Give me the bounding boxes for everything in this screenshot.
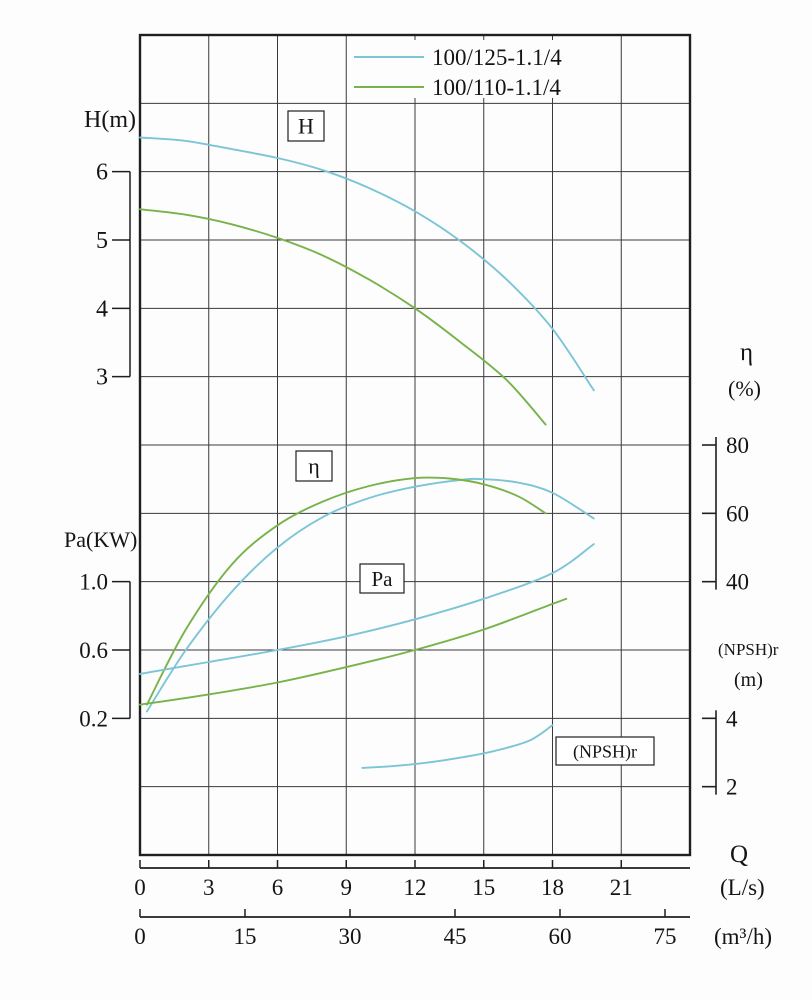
axis-x-m3h: 0 15 30 45 60 75 xyxy=(134,909,690,949)
axis-eta: η (%) 80 60 40 xyxy=(702,339,761,595)
axis-x-unit-primary: (L/s) xyxy=(720,875,765,900)
axis-npsh: (NPSH)r (m) 4 2 xyxy=(702,640,779,800)
axis-x-ls-tick-label: 3 xyxy=(203,875,215,900)
axis-x-ls-tick-label: 21 xyxy=(610,875,633,900)
curve-pa-100-110-1-1-4 xyxy=(139,597,568,706)
curve-label-box xyxy=(359,563,405,594)
axis-H-tick-label: 5 xyxy=(96,228,108,254)
axis-H-tick-label: 4 xyxy=(96,296,108,322)
curve-labels: Hη Pa (NPSH)r xyxy=(287,110,655,766)
axis-x-title: Q xyxy=(730,841,748,868)
axis-Pa-tick-label: 0.6 xyxy=(79,638,108,663)
axis-Pa-tick-label: 0.2 xyxy=(79,706,108,731)
axis-eta-tick-label: 80 xyxy=(726,433,749,458)
axis-npsh-unit: (m) xyxy=(734,669,763,691)
curve-eta-100-125-1-1-4 xyxy=(145,477,595,713)
axis-npsh-tick-label: 2 xyxy=(726,775,738,800)
curve-eta-100-110-1-1-4 xyxy=(145,476,547,706)
legend-label: 100/110-1.1/4 xyxy=(432,75,561,100)
axis-x-ls-tick-label: 9 xyxy=(341,875,353,900)
legend-bg xyxy=(347,40,575,98)
axis-Pa-tick-label: 1.0 xyxy=(79,570,108,595)
axis-H: H(m) 6 5 4 3 xyxy=(84,107,136,391)
axis-H-title: H(m) xyxy=(84,107,136,133)
axis-eta-title: η xyxy=(740,339,753,366)
axis-x-ls-tick-label: 18 xyxy=(541,875,564,900)
axis-x-m3h-tick-label: 75 xyxy=(654,924,677,949)
curve-label-text: Pa xyxy=(372,567,394,591)
curve-pa-100-125-1-1-4 xyxy=(139,543,595,675)
axis-x-m3h-tick-label: 0 xyxy=(134,924,146,949)
curve-label-box xyxy=(295,450,333,482)
axis-Pa-title: Pa(KW) xyxy=(64,527,137,552)
axis-eta-tick-label: 60 xyxy=(726,501,749,526)
axis-eta-unit: (%) xyxy=(728,376,761,401)
axis-x-titles: Q (L/s) (m³/h) xyxy=(714,841,772,949)
axis-x-m3h-tick-label: 30 xyxy=(339,924,362,949)
axis-H-tick-label: 3 xyxy=(96,365,108,391)
legend: 100/125-1.1/4 100/110-1.1/4 xyxy=(347,40,575,100)
curve-h-100-125-1-1-4 xyxy=(139,136,595,392)
plot-border xyxy=(138,33,692,857)
curve-npshr-100-125-1-1-4 xyxy=(361,724,554,769)
axis-x-ls-tick-label: 6 xyxy=(272,875,284,900)
axis-Pa: Pa(KW) 1.0 0.6 0.2 xyxy=(64,527,137,731)
curves xyxy=(139,136,595,769)
axis-x-ls: 0 3 6 9 12 15 18 21 xyxy=(134,860,690,900)
curve-label-text: (NPSH)r xyxy=(573,741,637,762)
curve-label-text: η xyxy=(308,454,320,479)
curve-label-box xyxy=(555,736,655,766)
axis-x-ls-tick-label: 15 xyxy=(472,875,495,900)
axis-eta-tick-label: 40 xyxy=(726,570,749,595)
axis-x-m3h-tick-label: 15 xyxy=(234,924,257,949)
axis-x-ls-tick-label: 0 xyxy=(134,875,146,900)
axis-x-ls-tick-label: 12 xyxy=(404,875,427,900)
curve-label-text: H xyxy=(298,114,314,139)
axis-npsh-tick-label: 4 xyxy=(726,706,738,731)
legend-label: 100/125-1.1/4 xyxy=(432,45,562,70)
axis-H-tick-label: 6 xyxy=(96,160,108,186)
axis-x-m3h-tick-label: 60 xyxy=(549,924,572,949)
grid xyxy=(139,34,691,856)
axis-npsh-title: (NPSH)r xyxy=(718,640,779,659)
axis-x-unit-secondary: (m³/h) xyxy=(714,924,772,949)
curve-label-box xyxy=(287,110,325,142)
curve-h-100-110-1-1-4 xyxy=(139,208,547,426)
axis-x-m3h-tick-label: 45 xyxy=(444,924,467,949)
